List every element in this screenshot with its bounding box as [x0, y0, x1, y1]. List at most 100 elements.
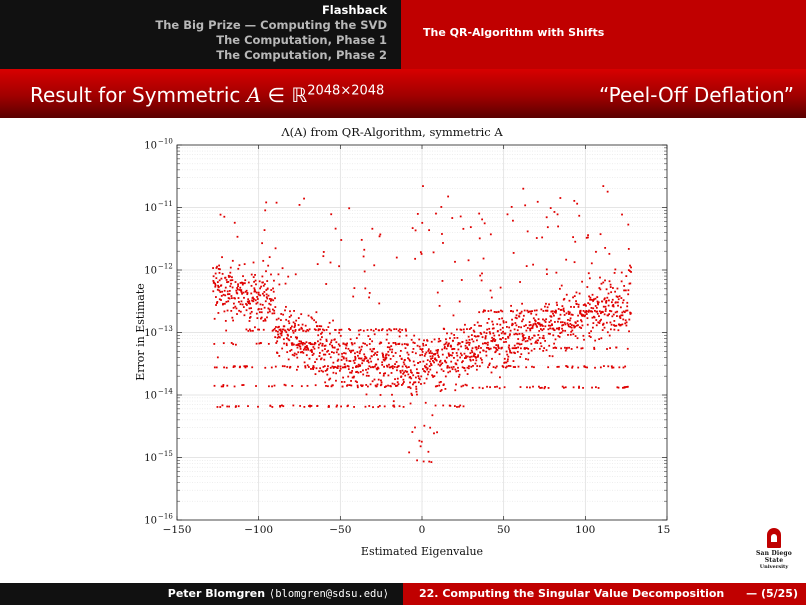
section-title[interactable]: The QR-Algorithm with Shifts — [423, 26, 605, 39]
data-point — [385, 356, 388, 359]
data-point — [342, 356, 345, 359]
title-prefix: Result for Symmetric — [30, 83, 247, 107]
data-point — [542, 334, 545, 337]
data-point — [523, 309, 526, 312]
data-point — [592, 300, 594, 302]
data-point — [509, 351, 512, 354]
data-point — [328, 353, 331, 356]
data-point — [454, 368, 457, 371]
data-point — [544, 325, 547, 328]
data-point — [458, 342, 461, 345]
data-point — [415, 390, 418, 393]
data-point — [394, 352, 397, 354]
nav-item-phase-2[interactable]: The Computation, Phase 2 — [216, 48, 387, 62]
grid-major — [176, 144, 668, 521]
data-point — [387, 374, 390, 377]
data-point — [517, 338, 520, 340]
data-point — [614, 290, 617, 293]
nav-item-big-prize[interactable]: The Big Prize — Computing the SVD — [155, 18, 387, 32]
data-point — [229, 271, 232, 274]
data-point — [581, 280, 583, 283]
data-point — [427, 350, 430, 352]
data-point — [332, 367, 335, 369]
data-point — [496, 330, 499, 332]
data-point — [409, 369, 412, 372]
data-point — [409, 376, 412, 378]
data-point — [618, 323, 621, 326]
data-point — [578, 326, 581, 329]
data-point — [330, 385, 333, 388]
data-point — [594, 297, 597, 300]
data-point — [219, 268, 221, 271]
data-point — [523, 325, 526, 328]
data-point — [363, 248, 366, 251]
data-point — [249, 302, 251, 305]
data-point — [478, 212, 481, 215]
data-point — [412, 374, 415, 377]
data-point — [492, 323, 494, 326]
data-point — [533, 309, 536, 312]
data-point — [611, 304, 614, 307]
data-point — [449, 404, 452, 407]
data-point — [243, 263, 246, 266]
data-point — [288, 329, 290, 332]
data-point — [278, 283, 281, 286]
data-point — [346, 365, 349, 367]
data-point — [215, 304, 217, 306]
data-point — [292, 331, 295, 334]
data-point — [458, 300, 461, 303]
data-point — [386, 365, 389, 368]
data-point — [512, 366, 515, 368]
data-point — [318, 352, 321, 354]
data-point — [241, 303, 244, 306]
data-point — [487, 318, 490, 320]
data-point — [474, 355, 477, 358]
data-point — [424, 353, 427, 355]
data-point — [220, 299, 222, 301]
data-point — [563, 297, 566, 300]
data-point — [245, 328, 248, 331]
data-point — [404, 370, 407, 372]
data-point — [216, 281, 219, 283]
y-tick-label: 10 — [144, 453, 157, 464]
data-point — [560, 347, 563, 350]
data-point — [615, 346, 618, 349]
data-point — [549, 324, 552, 327]
data-point — [233, 221, 236, 224]
data-point — [241, 292, 243, 295]
data-point — [425, 377, 428, 380]
data-point — [284, 384, 287, 387]
data-point — [275, 318, 278, 321]
data-point — [378, 329, 380, 332]
data-point — [357, 365, 360, 368]
data-point — [493, 334, 496, 337]
data-point — [583, 315, 586, 318]
nav-item-flashback[interactable]: Flashback — [321, 3, 387, 17]
data-point — [258, 280, 261, 283]
data-point — [356, 351, 359, 353]
data-point — [245, 309, 248, 312]
data-point — [255, 385, 257, 387]
data-point — [486, 328, 489, 331]
data-point — [306, 329, 309, 331]
data-point — [537, 318, 540, 321]
data-point — [328, 378, 331, 381]
data-point — [607, 314, 609, 317]
data-point — [595, 386, 597, 389]
data-point — [421, 351, 424, 353]
data-point — [300, 342, 303, 344]
data-point — [237, 297, 240, 299]
data-point — [590, 298, 593, 301]
data-point — [337, 365, 339, 368]
data-point — [266, 287, 269, 290]
nav-item-phase-1[interactable]: The Computation, Phase 1 — [216, 33, 387, 47]
data-point — [221, 290, 224, 293]
data-point — [263, 294, 265, 297]
data-point — [350, 384, 353, 387]
data-point — [461, 361, 463, 364]
data-point — [468, 343, 471, 346]
data-point — [471, 338, 473, 341]
data-point — [290, 336, 292, 338]
data-point — [513, 333, 516, 336]
data-point — [583, 365, 586, 368]
